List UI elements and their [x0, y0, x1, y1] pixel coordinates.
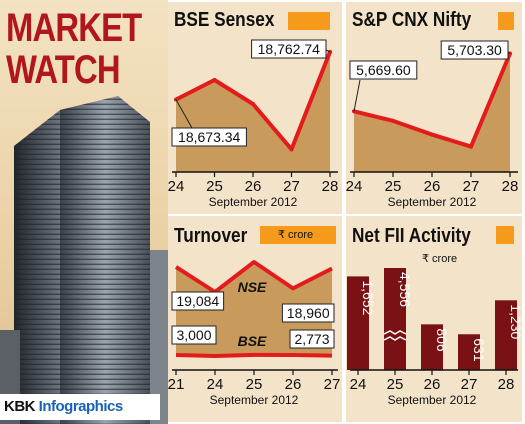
sensex-label-box [171, 127, 247, 147]
nifty-chart: 24 25 26 27 28 September 2012 5,669.60 5,703.30 [346, 2, 522, 214]
fii-axis-break [383, 336, 407, 341]
sensex-title: BSE Sensex [174, 9, 275, 31]
brand-credit: KBK Infographics [0, 394, 160, 420]
turnover-data-label: 19,084 [176, 293, 219, 309]
nifty-area [354, 53, 510, 172]
turnover-tick-label: 21 [168, 376, 184, 393]
nifty-data-label: 5,703.30 [447, 42, 502, 58]
turnover-series-name: BSE [238, 333, 267, 349]
turnover-unit-box [260, 226, 336, 244]
nifty-point [391, 118, 395, 123]
fii-x-title: September 2012 [388, 393, 477, 407]
nifty-x-title: September 2012 [388, 195, 477, 209]
sensex-accent-box [288, 12, 330, 30]
nifty-label-box [349, 60, 418, 80]
sensex-data-label: 18,762.74 [258, 41, 320, 57]
turnover-chart: NSE BSE 21 24 25 26 27 September 2012 19,084 18,9… [168, 216, 342, 422]
sensex-tick-label: 26 [245, 178, 262, 195]
sensex-chart: 24 25 26 27 28 September 2012 18,673.34 18,762.… [168, 2, 342, 214]
fii-title: Net FII Activity [352, 225, 471, 247]
nifty-tick-label: 28 [502, 178, 519, 195]
nifty-point [469, 144, 473, 149]
sensex-tick-label: 27 [283, 178, 300, 195]
nifty-tick-label: 25 [385, 178, 402, 195]
fii-value-label: 4,556 [397, 272, 413, 307]
sensex-x-title: September 2012 [209, 195, 298, 209]
turnover-bse-line [175, 352, 333, 359]
turnover-tick-label: 25 [246, 376, 263, 393]
nifty-panel: 24 25 26 27 28 September 2012 5,669.60 5,703.30… [346, 2, 522, 214]
sensex-tick-label: 28 [322, 178, 339, 195]
turnover-title: Turnover [174, 225, 248, 247]
nifty-tick-label: 24 [346, 178, 362, 195]
fii-value-label: 631 [471, 338, 487, 362]
turnover-label-box [171, 291, 225, 311]
sensex-point [251, 102, 255, 106]
sensex-point [212, 78, 217, 82]
turnover-data-label: 2,773 [294, 331, 329, 347]
nifty-title: S&P CNX Nifty [352, 9, 472, 31]
turnover-data-label: 18,960 [287, 305, 330, 321]
fii-accent-box [496, 226, 514, 244]
sensex-panel: 24 25 26 27 28 September 2012 18,673.34 18,762.… [168, 2, 342, 214]
fii-value-label: 1,230 [508, 304, 522, 339]
sensex-tick-label: 24 [168, 178, 184, 195]
fii-tick-label: 27 [461, 376, 478, 393]
nifty-point [430, 132, 434, 137]
turnover-data-label: 3,000 [176, 327, 211, 343]
turnover-label-box [289, 329, 335, 349]
sensex-tick-label: 25 [206, 178, 223, 195]
sensex-data-label: 18,673.34 [178, 129, 240, 145]
fii-unit: ₹ crore [422, 253, 458, 265]
brand-prefix: KBK [4, 398, 39, 415]
left-banner: MARKET WATCH KBK Infographics [0, 0, 168, 424]
fii-tick-label: 24 [350, 376, 367, 393]
fii-tick-label: 28 [498, 376, 515, 393]
fii-chart: 1,652 4,556 806 631 1,230 24 25 26 27 28 September… [346, 216, 522, 422]
nifty-label-box [440, 40, 509, 60]
nifty-data-label: 5,669.60 [356, 62, 411, 78]
sensex-label-box [251, 39, 327, 59]
fii-bar [347, 276, 369, 370]
turnover-series-name: NSE [238, 279, 267, 295]
fii-bar [495, 300, 517, 370]
fii-value-label: 1,652 [360, 280, 376, 315]
fii-tick-label: 25 [387, 376, 404, 393]
fii-bg [346, 216, 522, 422]
turnover-nse-line [174, 260, 333, 294]
turnover-tick-label: 24 [207, 376, 224, 393]
turnover-tick-label: 26 [285, 376, 302, 393]
fii-tick-label: 26 [424, 376, 441, 393]
turnover-panel: NSE BSE 21 24 25 26 27 September 2012 19,084 18,9… [168, 216, 342, 422]
nifty-leader [353, 79, 361, 112]
sensex-point [289, 147, 294, 152]
fii-bar [458, 334, 480, 370]
nifty-accent-box [498, 12, 514, 30]
turnover-unit: ₹ crore [278, 229, 314, 241]
building-illustration [0, 96, 168, 424]
fii-bar [421, 324, 443, 370]
fii-value-label: 806 [434, 328, 450, 352]
nifty-tick-label: 27 [463, 178, 480, 195]
nifty-tick-label: 26 [424, 178, 441, 195]
fii-panel: 1,652 4,556 806 631 1,230 24 25 26 27 28 September… [346, 216, 522, 422]
title-watch: WATCH [6, 48, 121, 92]
fii-bar [384, 268, 406, 370]
turnover-label-box [281, 303, 335, 323]
title-market: MARKET [6, 6, 142, 50]
turnover-tick-label: 27 [324, 376, 341, 393]
sensex-leader [175, 99, 193, 129]
brand-suffix: Infographics [38, 398, 124, 415]
turnover-x-title: September 2012 [210, 393, 299, 407]
fii-axis-break [383, 330, 407, 335]
turnover-label-box [171, 325, 217, 345]
